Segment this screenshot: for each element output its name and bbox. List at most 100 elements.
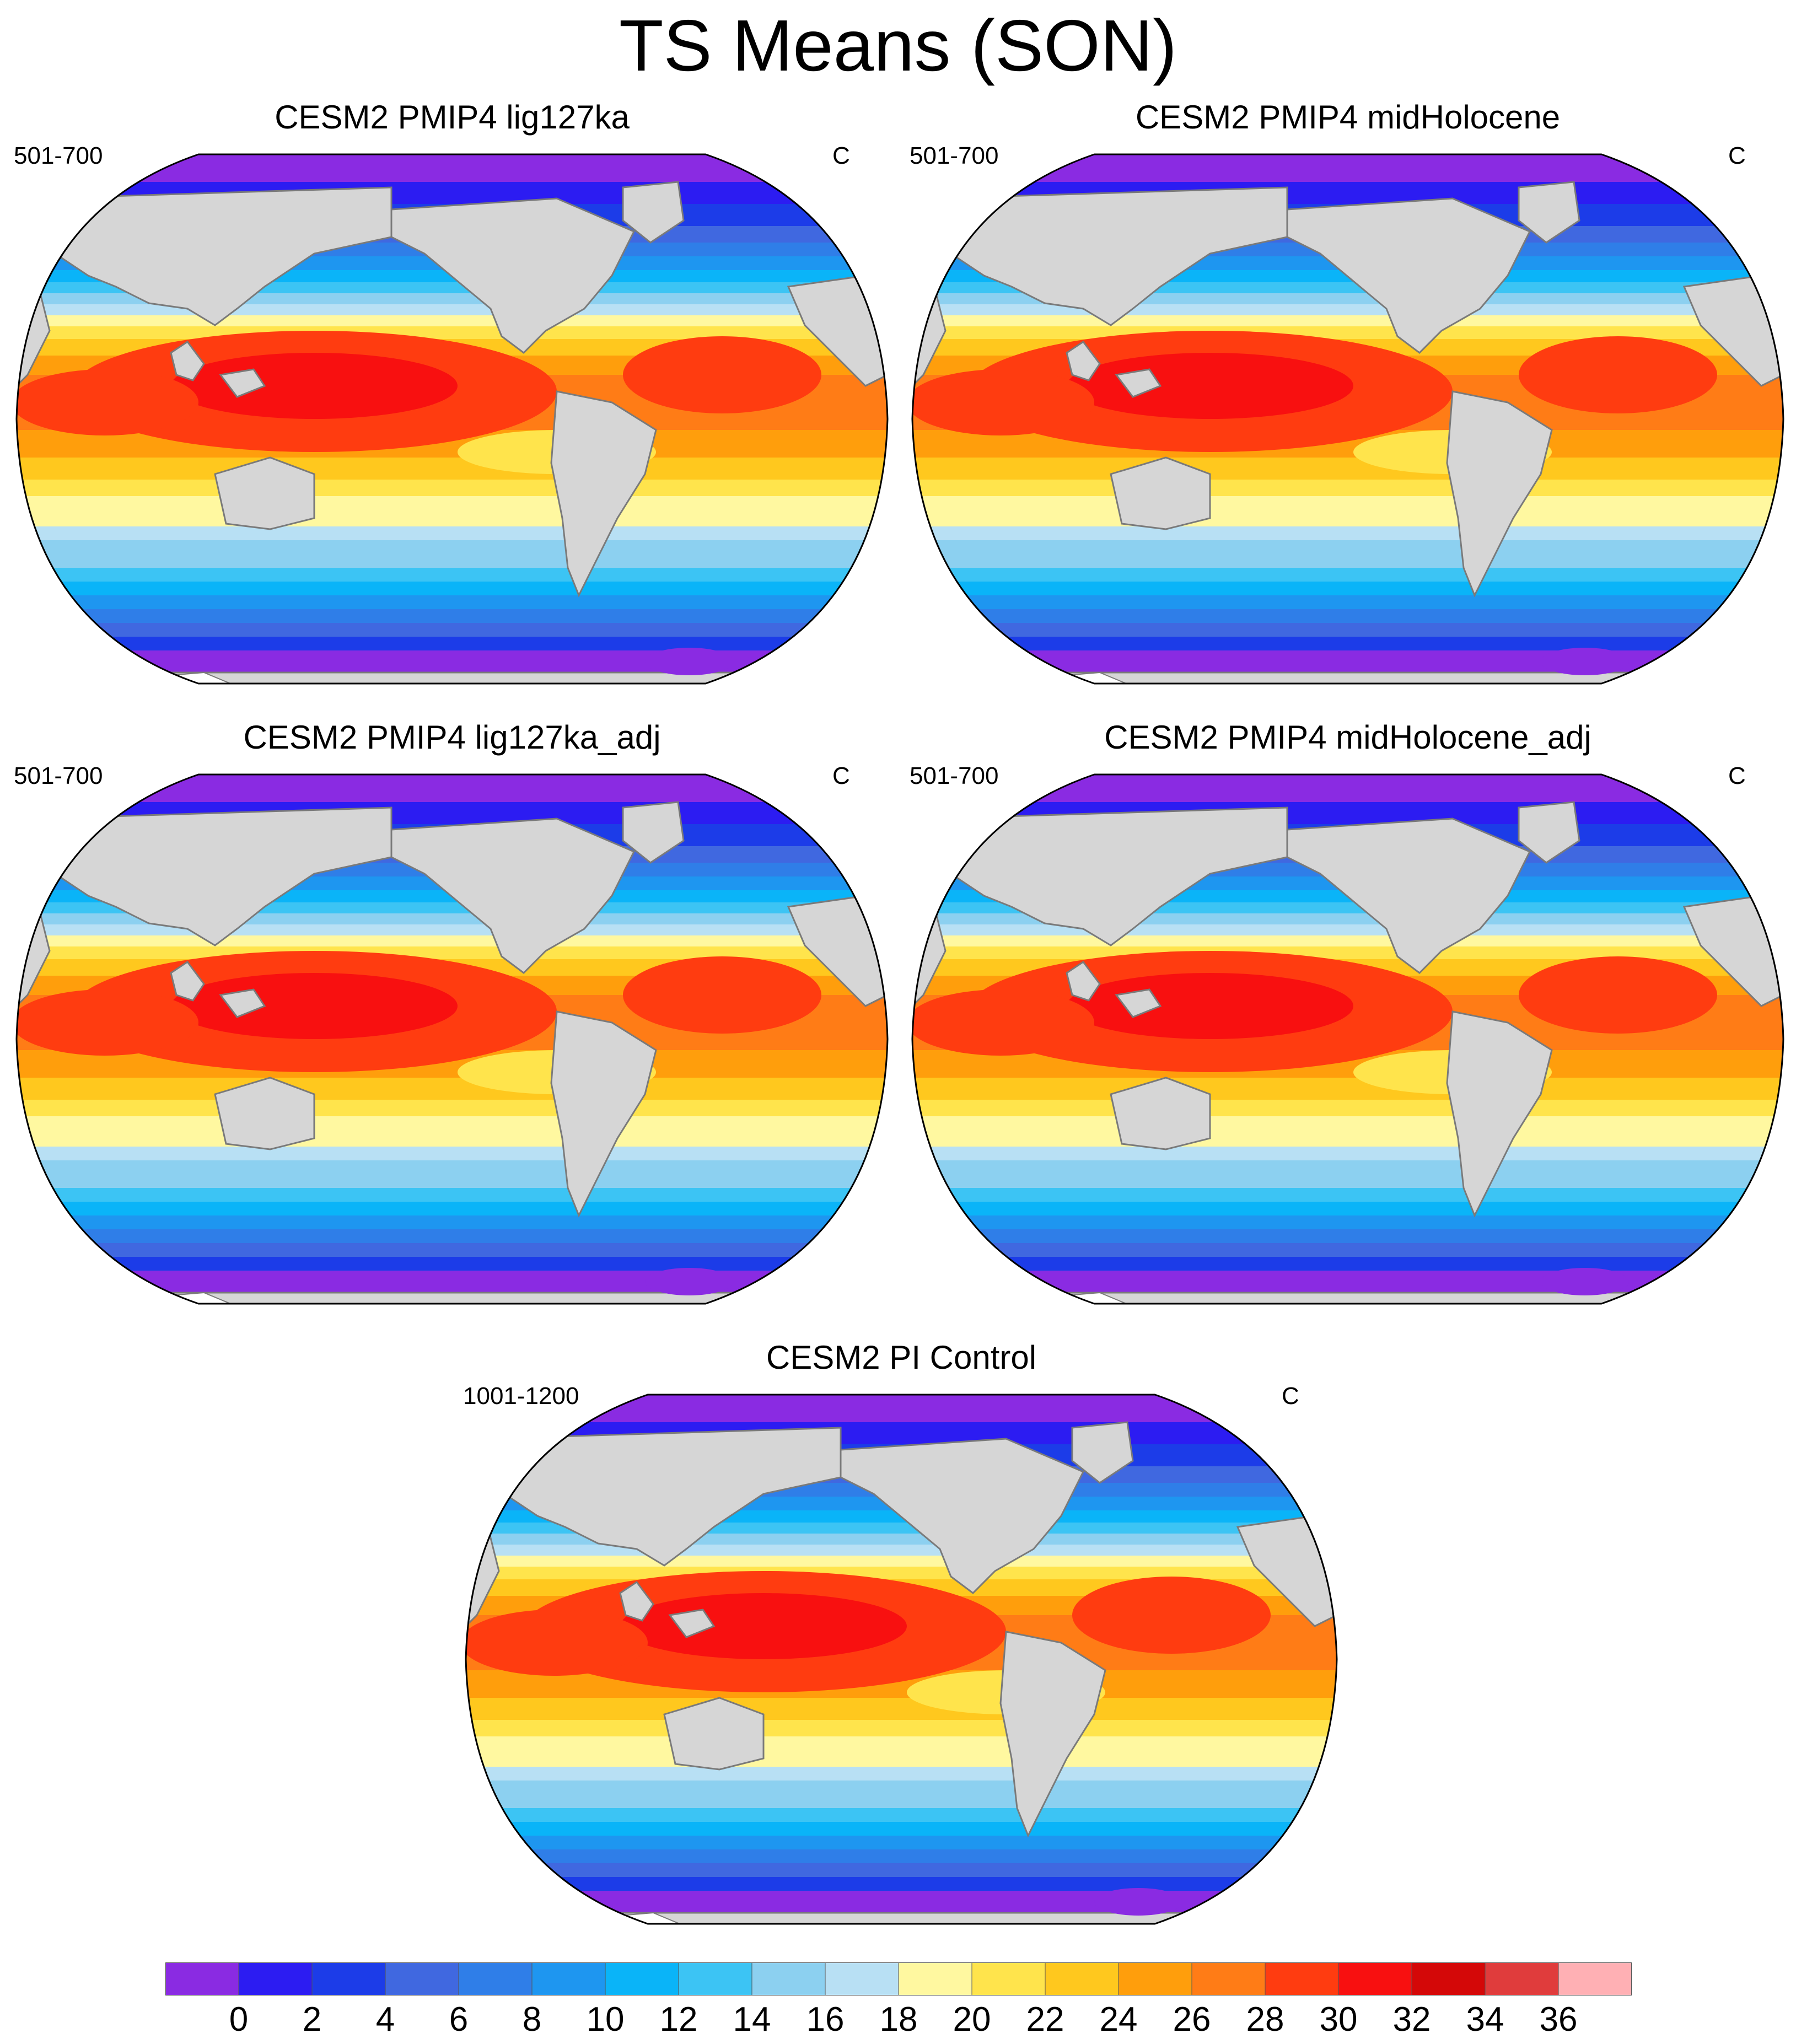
sst-band [17,935,888,947]
indian-ocean-warm [17,369,198,435]
panel-years: 501-700 [910,762,999,789]
land [1115,988,1162,1018]
land [1066,340,1101,381]
sst-band [17,1133,888,1147]
colorbar-tick-label: 16 [806,2000,845,2038]
colorbar-tick-label: 28 [1246,2000,1284,2038]
panel-units: C [832,762,850,789]
sst-band [17,774,888,803]
land [219,368,266,398]
land [219,988,266,1018]
land [1066,960,1101,1002]
sst-band [912,1202,1783,1216]
map-panel-midholocene-adj: CESM2 PMIP4 midHolocene_adj 501-700 C [901,719,1794,1315]
sst-band [17,480,888,497]
sst-band [912,458,1783,480]
sst-band [466,1877,1337,1891]
sst-band [17,1243,888,1257]
land [619,1580,654,1622]
map-panel-lig127ka-adj: CESM2 PMIP4 lig127ka_adj 501-700 C [6,719,899,1315]
colorbar-tick-label: 4 [375,2000,395,2038]
sst-band [912,1188,1783,1202]
colorbar-swatch [971,1962,1046,1995]
panel-title: CESM2 PMIP4 lig127ka_adj [243,719,661,756]
colorbar-swatch [531,1962,606,1995]
sst-band [466,1720,1337,1737]
sst-band [912,326,1783,340]
colorbar-tick-label: 26 [1173,2000,1211,2038]
panel-years: 1001-1200 [463,1383,579,1410]
colorbar-swatch [458,1962,533,1995]
colorbar-swatch [1411,1962,1486,1995]
colorbar-swatch [825,1962,899,1995]
indian-ocean-warm [912,989,1094,1056]
panel-units: C [1728,142,1746,169]
sst-band [912,1160,1783,1175]
land [214,456,315,530]
sst-band [17,154,888,182]
sst-band [17,1188,888,1202]
atlantic-warm [1519,956,1717,1034]
sst-band [912,924,1783,936]
sst-band [17,1174,888,1188]
sst-band [912,595,1783,610]
sst-band [466,1808,1337,1822]
sst-band [17,458,888,480]
sst-band [912,582,1783,596]
colorbar-tick-label: 30 [1319,2000,1358,2038]
sst-band [912,154,1783,182]
sst-band [912,540,1783,555]
panel-units: C [1282,1383,1299,1410]
sst-band [912,1229,1783,1244]
sst-band [17,609,888,623]
colorbar-swatch [385,1962,459,1995]
sst-band [466,1822,1337,1836]
panel-title: CESM2 PMIP4 midHolocene [1135,99,1561,136]
land [1518,801,1580,864]
land [912,1292,1783,1304]
colorbar-tick-label: 14 [733,2000,771,2038]
colorbar-swatch [1485,1962,1559,1995]
sst-map [911,153,1784,685]
land [550,1010,657,1218]
colorbar-swatch [1045,1962,1119,1995]
land [390,817,636,974]
warm-pool-core [171,973,458,1039]
sst-band [912,1147,1783,1161]
colorbar-swatches [165,1962,1632,1995]
sst-band [466,1395,1337,1423]
sst-band [466,1753,1337,1767]
land [663,1697,765,1771]
atlantic-warm [623,336,821,413]
sst-band [466,1736,1337,1753]
sst-band [17,1100,888,1117]
land [1115,368,1162,398]
sst-band [912,1215,1783,1230]
sst-band [912,1100,1783,1117]
map-panel-pi-control: CESM2 PI Control 1001-1200 C [455,1340,1348,1935]
colorbar-swatch [751,1962,826,1995]
sst-band [912,1257,1783,1271]
land [1446,1010,1553,1218]
sst-band [466,1698,1337,1720]
sst-band [466,1545,1337,1556]
sst-band [17,568,888,582]
indian-ocean-warm [466,1610,648,1676]
land [912,671,1783,684]
panel-years: 501-700 [14,762,103,789]
sst-band [912,304,1783,316]
warm-pool-core [1067,973,1353,1039]
warm-pool-core [1067,353,1353,419]
sst-band [17,1215,888,1230]
land [1110,456,1211,530]
land [1110,1077,1211,1150]
sst-band [17,595,888,610]
map-outline [15,153,889,685]
colorbar-tick-label: 12 [659,2000,698,2038]
sst-band [17,496,888,513]
colorbar-swatch [898,1962,972,1995]
colorbar-tick-label: 8 [522,2000,542,2038]
sst-band [17,582,888,596]
sst-band [912,554,1783,568]
sst-band [912,609,1783,623]
